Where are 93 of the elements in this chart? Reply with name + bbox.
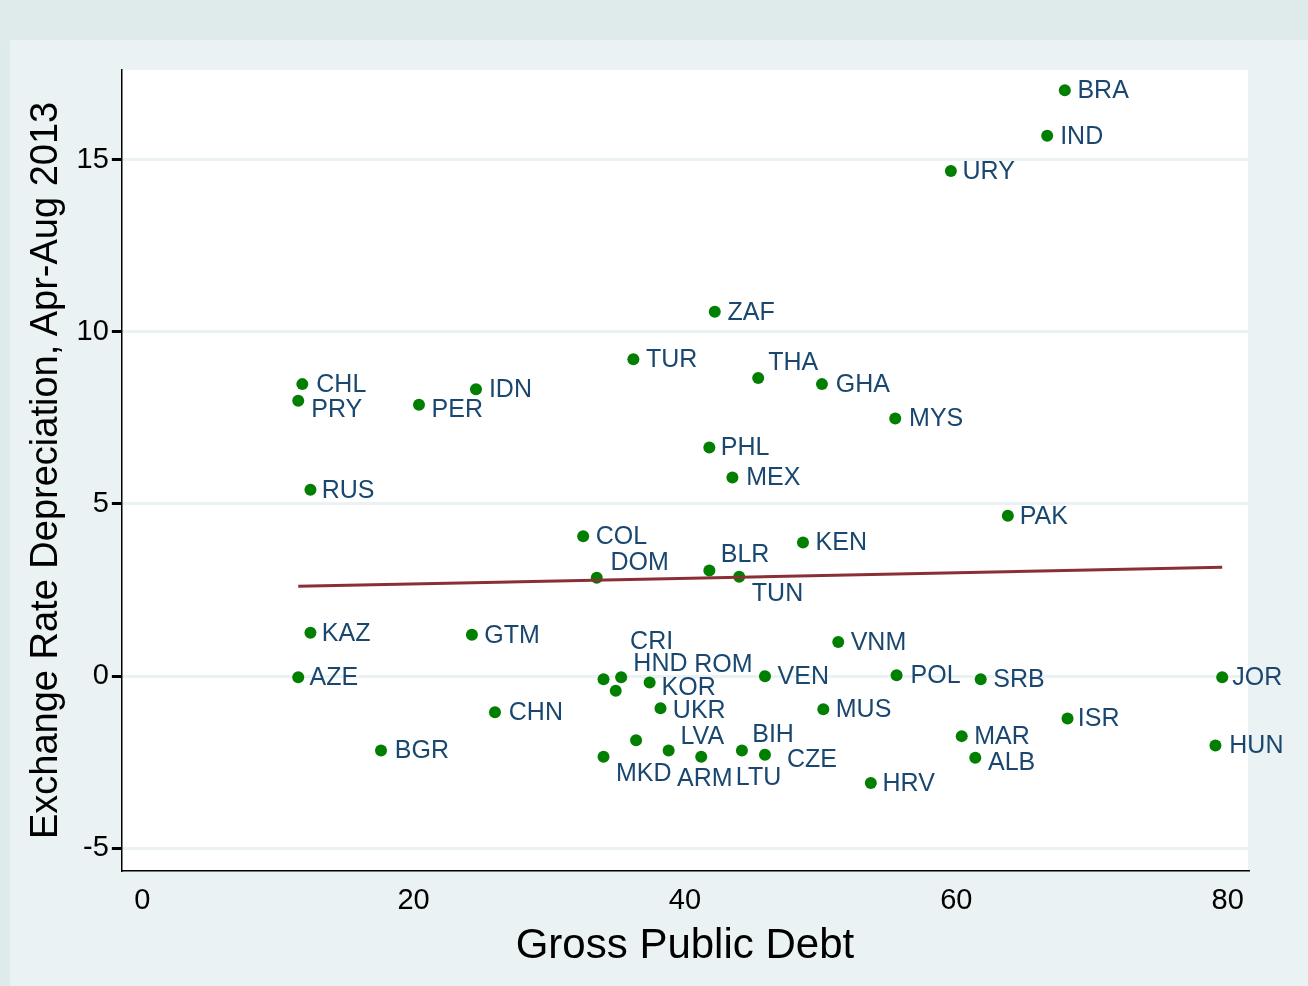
annotation: THA xyxy=(768,346,819,375)
point xyxy=(974,673,987,686)
point xyxy=(609,684,622,697)
point xyxy=(864,776,877,789)
point xyxy=(597,750,610,763)
annotation: HRV xyxy=(882,767,936,796)
annotation: HUN xyxy=(1229,730,1284,759)
point xyxy=(413,398,425,411)
point xyxy=(1061,712,1074,725)
annotation: GTM xyxy=(484,619,540,648)
annotation: SRB xyxy=(993,664,1045,693)
point xyxy=(643,676,656,689)
point xyxy=(597,673,610,686)
y-axis-title: Exchange Rate Depreciation, Apr-Aug 2013 xyxy=(23,101,66,840)
annotation: POL xyxy=(910,660,961,689)
y-tick-label: -5 xyxy=(83,830,109,863)
point xyxy=(817,703,830,716)
point xyxy=(889,412,902,425)
point xyxy=(292,671,305,684)
point xyxy=(304,626,317,639)
y-tick-label: 15 xyxy=(76,141,109,174)
y-tick-label: 0 xyxy=(92,658,109,691)
point xyxy=(577,530,590,543)
annotation: KAZ xyxy=(321,617,371,646)
annotation: GHA xyxy=(835,369,891,398)
annotation: IDN xyxy=(488,374,532,403)
point xyxy=(969,751,982,764)
annotation: URY xyxy=(962,155,1016,184)
point xyxy=(815,378,828,391)
annotation: VEN xyxy=(777,661,829,690)
point xyxy=(375,744,388,757)
annotation: TUN xyxy=(751,577,804,606)
point xyxy=(630,734,643,747)
point xyxy=(726,471,739,484)
point xyxy=(1001,509,1014,522)
point xyxy=(1216,671,1229,684)
annotation: LTU xyxy=(735,761,782,790)
point xyxy=(758,748,771,761)
point xyxy=(735,744,748,757)
point xyxy=(708,305,721,318)
annotation: BRA xyxy=(1077,75,1130,104)
point xyxy=(654,702,667,715)
point xyxy=(703,564,716,577)
annotation: ISR xyxy=(1077,703,1120,732)
point xyxy=(695,750,708,763)
point xyxy=(469,383,482,396)
point xyxy=(296,378,309,391)
point xyxy=(292,394,305,407)
point xyxy=(832,636,845,649)
point xyxy=(1209,739,1222,752)
point xyxy=(1041,129,1054,142)
x-tick-label: 80 xyxy=(1211,883,1244,916)
annotation: ZAF xyxy=(727,296,775,325)
point xyxy=(703,441,716,454)
point xyxy=(627,353,640,366)
annotation: BLR xyxy=(720,539,770,568)
point xyxy=(890,669,903,682)
annotation: BGR xyxy=(394,735,450,764)
point xyxy=(615,671,628,684)
point xyxy=(662,744,675,757)
x-tick-label: 0 xyxy=(134,883,151,916)
x-tick-label: 20 xyxy=(397,883,430,916)
y-tick-label: 10 xyxy=(76,313,109,346)
x-tick-label: 60 xyxy=(940,883,973,916)
annotation: PHL xyxy=(720,432,770,461)
annotation: JOR xyxy=(1232,662,1283,691)
annotation: TUR xyxy=(645,344,698,373)
annotation: KEN xyxy=(815,527,867,556)
point xyxy=(465,628,478,641)
x-axis-title: Gross Public Debt xyxy=(515,920,855,968)
annotation: LVA xyxy=(680,721,725,750)
annotation: MUS xyxy=(835,694,892,723)
point xyxy=(752,371,765,384)
point xyxy=(758,670,771,683)
annotation: PAK xyxy=(1019,500,1069,529)
annotation: ARM xyxy=(677,763,733,792)
point xyxy=(944,164,957,177)
annotation: IND xyxy=(1060,120,1104,149)
annotation: MYS xyxy=(909,403,964,432)
point xyxy=(955,730,968,743)
annotation: PER xyxy=(431,393,483,422)
annotation: VNM xyxy=(850,626,907,655)
point xyxy=(1058,84,1071,97)
annotation: MKD xyxy=(615,757,672,786)
point xyxy=(796,536,809,549)
y-tick-label: 5 xyxy=(92,485,109,518)
x-tick-label: 40 xyxy=(668,883,702,916)
annotation: MEX xyxy=(746,462,801,491)
point xyxy=(304,483,317,496)
annotation: AZE xyxy=(309,662,359,691)
annotation: RUS xyxy=(321,474,375,503)
annotation: CHN xyxy=(508,697,563,726)
point xyxy=(488,706,501,719)
